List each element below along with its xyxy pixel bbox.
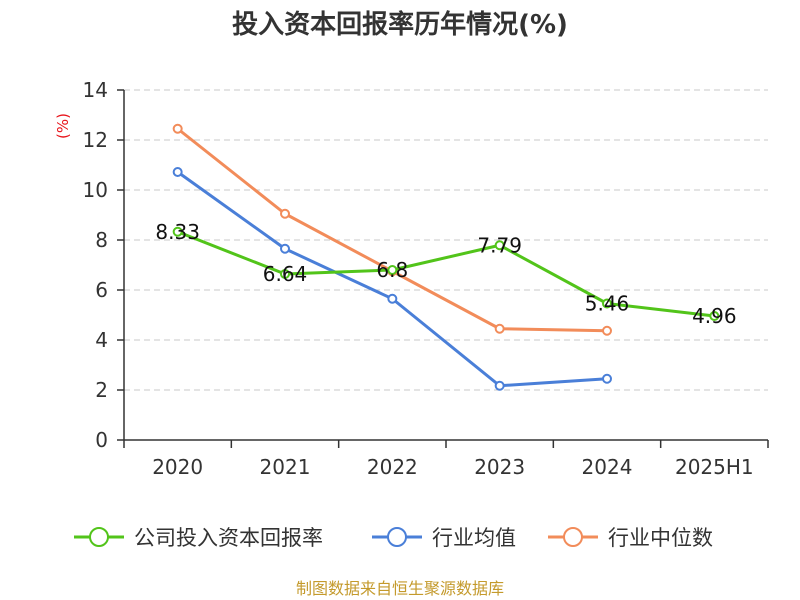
data-point bbox=[387, 293, 398, 304]
legend: 公司投入资本回报率 行业均值 行业中位数 bbox=[74, 526, 713, 550]
chart-title: 投入资本回报率历年情况(%) bbox=[232, 9, 568, 40]
x-tick-label: 2023 bbox=[474, 455, 525, 479]
legend-label: 公司投入资本回报率 bbox=[134, 526, 323, 550]
data-point bbox=[602, 298, 612, 309]
y-axis-unit-label: (%) bbox=[54, 113, 72, 139]
legend-marker bbox=[89, 527, 109, 547]
legend-label: 行业均值 bbox=[432, 526, 516, 550]
data-point bbox=[494, 323, 505, 334]
x-tick-label: 2024 bbox=[582, 455, 633, 479]
legend-marker bbox=[387, 527, 407, 547]
data-label: 4.96 bbox=[692, 304, 737, 328]
x-tick-label: 2021 bbox=[260, 455, 311, 479]
legend-label: 行业中位数 bbox=[608, 526, 713, 550]
y-tick-label: 0 bbox=[95, 428, 108, 452]
data-label: 8.33 bbox=[155, 220, 200, 244]
y-tick-label: 14 bbox=[83, 78, 108, 102]
series-line bbox=[177, 230, 715, 318]
y-tick-label: 8 bbox=[95, 228, 108, 252]
legend-marker bbox=[563, 527, 583, 547]
x-tick-label: 2020 bbox=[152, 455, 203, 479]
data-point bbox=[172, 123, 183, 134]
data-label: 5.46 bbox=[585, 292, 630, 316]
data-point bbox=[709, 311, 720, 321]
tick-labels: 0 2 4 6 8 10 12 14 2020 2021 2022 2023 2024 2025H1 bbox=[83, 78, 754, 479]
x-tick-label: 2022 bbox=[367, 455, 418, 479]
y-tick-label: 6 bbox=[95, 278, 108, 302]
data-point bbox=[494, 380, 505, 391]
data-point bbox=[280, 208, 290, 219]
data-point bbox=[602, 373, 612, 384]
data-point bbox=[494, 240, 505, 251]
x-tick-label: 2025H1 bbox=[675, 455, 754, 479]
data-labels: 8.33 6.64 6.8 7.79 5.46 4.96 bbox=[155, 220, 736, 328]
data-label: 7.79 bbox=[477, 233, 522, 257]
data-point bbox=[172, 167, 183, 177]
data-point bbox=[602, 325, 612, 336]
data-point bbox=[387, 265, 398, 275]
data-point bbox=[280, 243, 290, 254]
axes bbox=[117, 89, 769, 448]
data-point bbox=[172, 226, 183, 237]
data-label: 6.64 bbox=[263, 262, 308, 286]
grid-lines bbox=[124, 89, 768, 391]
y-tick-label: 12 bbox=[83, 128, 108, 152]
data-point bbox=[280, 269, 290, 279]
y-tick-label: 10 bbox=[83, 178, 108, 202]
y-tick-label: 2 bbox=[95, 378, 108, 402]
source-note: 制图数据来自恒生聚源数据库 bbox=[296, 579, 504, 598]
y-tick-label: 4 bbox=[95, 328, 108, 352]
series-lines bbox=[172, 123, 720, 391]
data-label: 6.8 bbox=[376, 258, 408, 282]
